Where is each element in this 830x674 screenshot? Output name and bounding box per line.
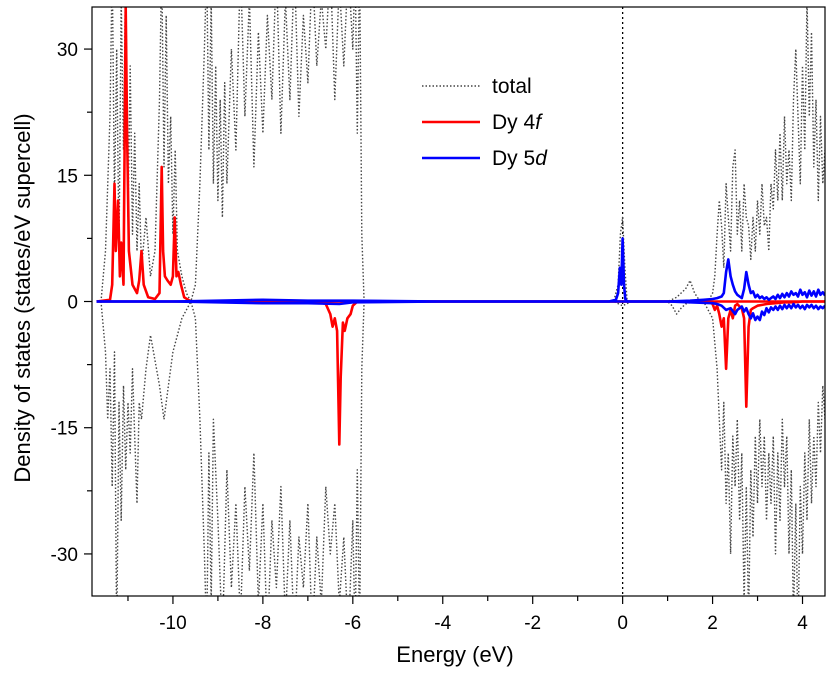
series-total-down bbox=[100, 300, 825, 596]
x-tick-label: 2 bbox=[707, 613, 718, 634]
y-tick-label: 15 bbox=[57, 166, 78, 187]
series-dy-5d-down bbox=[96, 300, 825, 322]
y-tick-label: -15 bbox=[51, 419, 78, 440]
y-tick-label: 30 bbox=[57, 40, 78, 61]
x-tick-label: -6 bbox=[344, 613, 361, 634]
series-layer bbox=[96, 7, 825, 596]
legend-label-text: total bbox=[492, 75, 532, 98]
x-tick-label: -10 bbox=[159, 613, 186, 634]
x-axis-title: Energy (eV) bbox=[396, 642, 513, 667]
legend-label-text: Dy 4 bbox=[492, 111, 536, 134]
x-tick-label: -4 bbox=[434, 613, 451, 634]
legend-label-dy-5d: Dy 5d bbox=[492, 147, 548, 170]
axes-layer: -10 -8 -6 -4 -2 0 2 4 -30 -15 0 15 30 bbox=[51, 6, 826, 634]
x-tick-label: 0 bbox=[617, 613, 628, 634]
legend-label-total: total bbox=[492, 75, 532, 98]
x-tick-label: -2 bbox=[524, 613, 541, 634]
y-tick-label: 0 bbox=[67, 293, 78, 314]
legend-label-dy-4f: Dy 4f bbox=[492, 111, 543, 134]
series-dy-4f-down bbox=[96, 300, 825, 446]
legend-label-italic: f bbox=[535, 111, 543, 134]
y-axis-title: Density of states (states/eV supercell) bbox=[10, 113, 35, 482]
legend-label-italic: d bbox=[535, 147, 548, 170]
legend-label-text: Dy 5 bbox=[492, 147, 535, 170]
x-tick-label: 4 bbox=[797, 613, 808, 634]
series-total-up bbox=[100, 7, 825, 303]
y-tick-label: -30 bbox=[51, 545, 78, 566]
x-tick-label: -8 bbox=[254, 613, 271, 634]
series-dy-5d-up bbox=[96, 237, 825, 303]
